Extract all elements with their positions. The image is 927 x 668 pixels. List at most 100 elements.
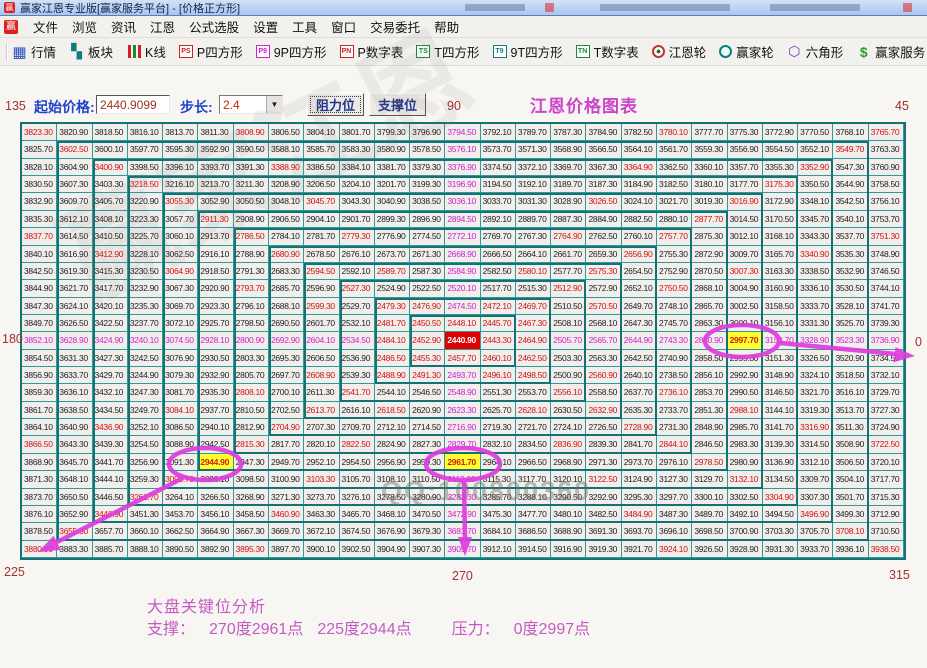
grid-cell: 3019.30	[692, 193, 728, 211]
menu-item-交易委托[interactable]: 交易委托	[370, 21, 421, 35]
grid-cell: 3564.10	[621, 141, 658, 159]
grid-cell: 3103.30	[304, 471, 340, 489]
grid-cell: 3561.70	[657, 141, 693, 159]
grid-cell: 3300.10	[692, 488, 728, 506]
grid-cell: 3547.30	[833, 158, 869, 177]
grid-cell: 3789.70	[515, 124, 552, 142]
grid-cell: 3386.50	[304, 158, 340, 177]
grid-cell: 2678.50	[304, 245, 340, 263]
grid-cell: 3436.90	[92, 419, 128, 437]
grid-cell: 3775.30	[727, 124, 763, 142]
grid-cell: 3477.70	[515, 505, 552, 524]
toolbar-button-赢家轮[interactable]: 赢家轮	[719, 42, 774, 61]
grid-cell: 3328.90	[798, 332, 834, 350]
menu-item-公式选股[interactable]: 公式选股	[189, 21, 240, 35]
grid-cell: 3876.10	[22, 505, 58, 524]
grid-cell: 3607.30	[57, 176, 93, 194]
menu-item-窗口[interactable]: 窗口	[331, 21, 357, 35]
grid-cell: 2832.10	[480, 436, 516, 454]
grid-cell: 3808.90	[233, 124, 269, 142]
grid-cell: 3372.10	[515, 158, 552, 177]
grid-cell: 2479.30	[374, 297, 411, 315]
grid-cell: 3597.70	[127, 141, 164, 159]
grid-cell: 2702.50	[268, 401, 305, 420]
grid-cell: 3720.10	[868, 453, 904, 472]
grid-cell: 3782.50	[621, 124, 658, 142]
grid-cell: 3314.50	[798, 436, 834, 454]
grid-cell: 2558.50	[586, 384, 622, 402]
menu-item-文件[interactable]: 文件	[33, 21, 59, 35]
grid-cell: 3890.50	[163, 540, 199, 558]
grid-cell: 2817.70	[268, 436, 305, 454]
grid-cell: 2570.50	[586, 297, 622, 315]
grid-cell: 2995.30	[727, 349, 763, 368]
main-content: 135 起始价格: 步长: 2.4 ▼ 阻力位 支撑位 90 江恩价格图表 45…	[0, 12, 927, 668]
grid-cell: 3333.70	[798, 297, 834, 315]
grid-cell: 3112.90	[445, 471, 481, 489]
grid-cell: 3489.70	[692, 505, 728, 524]
toolbar-button-赢家服务[interactable]: $ 赢家服务	[856, 42, 925, 61]
grid-cell: 2707.30	[304, 419, 340, 437]
toolbar-button-行情[interactable]: ▦ 行情	[12, 42, 56, 61]
toolbar-button-六角形[interactable]: ⬡ 六角形	[787, 42, 843, 61]
menu-item-江恩[interactable]: 江恩	[150, 21, 176, 35]
menu-item-浏览[interactable]: 浏览	[72, 21, 98, 35]
grid-cell: 3801.70	[339, 124, 375, 142]
step-combobox[interactable]: 2.4 ▼	[219, 95, 283, 114]
grid-cell: 2968.90	[551, 453, 587, 472]
grid-cell: 2719.30	[480, 419, 516, 437]
grid-cell: 3079.30	[163, 367, 199, 385]
toolbar-button-P数字表[interactable]: PN P数字表	[339, 42, 403, 61]
grid-cell: 3588.10	[268, 141, 305, 159]
grid-cell: 2551.30	[480, 384, 516, 402]
toolbar-button-T四方形[interactable]: TS T四方形	[416, 42, 480, 61]
support-button[interactable]: 支撑位	[369, 93, 427, 116]
menu-item-资讯[interactable]: 资讯	[111, 21, 137, 35]
grid-cell: 3556.90	[727, 141, 763, 159]
menu-item-设置[interactable]: 设置	[253, 21, 279, 35]
grid-cell: 3542.50	[833, 193, 869, 211]
grid-cell: 2652.10	[621, 280, 658, 298]
grid-cell: 3134.50	[762, 471, 799, 489]
grid-cell: 3230.50	[127, 262, 164, 281]
app-logo-icon: 赢	[4, 2, 15, 13]
grid-cell: 3640.90	[57, 419, 93, 437]
grid-cell: 2491.30	[410, 367, 446, 385]
grid-cell: 3264.10	[163, 488, 199, 506]
grid-cell: 3338.50	[798, 262, 834, 281]
resistance-button[interactable]: 阻力位	[307, 93, 365, 116]
corner-label-180: 180	[2, 332, 23, 346]
toolbar-button-T数字表[interactable]: TN T数字表	[575, 42, 639, 61]
toolbar-button-板块[interactable]: ▚ 板块	[69, 42, 113, 61]
grid-cell: 3921.70	[621, 540, 658, 558]
toolbar-button-9T四方形[interactable]: T9 9T四方形	[492, 42, 563, 61]
chevron-down-icon[interactable]: ▼	[266, 96, 282, 113]
grid-cell: 3076.90	[163, 349, 199, 368]
toolbar-button-K线[interactable]: K线	[126, 42, 166, 61]
grid-cell: 3004.90	[727, 280, 763, 298]
t-square-icon: TS	[416, 45, 431, 58]
grid-cell: 2688.10	[268, 297, 305, 315]
grid-cell: 3696.10	[657, 523, 693, 541]
toolbar-button-9P四方形[interactable]: P9 9P四方形	[255, 42, 327, 61]
grid-cell: 3036.10	[445, 193, 481, 211]
grid-cell: 2474.50	[445, 297, 481, 315]
menu-logo-icon: 赢	[4, 19, 18, 34]
grid-cell: 3444.10	[92, 471, 128, 489]
grid-cell: 3331.30	[798, 314, 834, 333]
grid-cell: 3364.90	[621, 158, 658, 177]
grid-cell: 3530.50	[833, 280, 869, 298]
grid-cell: 3736.90	[868, 332, 904, 350]
toolbar-button-P四方形[interactable]: PS P四方形	[178, 42, 243, 61]
grid-cell: 2529.70	[339, 297, 375, 315]
sectors-icon: ▚	[71, 43, 82, 59]
toolbar-button-江恩轮[interactable]: 江恩轮	[651, 42, 706, 61]
grid-cell: 3655.30	[57, 523, 93, 541]
grid-cell: 2954.50	[339, 453, 375, 472]
start-price-input[interactable]	[96, 95, 170, 114]
grid-cell: 2988.10	[727, 401, 763, 420]
grid-cell: 2596.90	[304, 280, 340, 298]
menu-item-工具[interactable]: 工具	[292, 21, 318, 35]
menu-item-帮助[interactable]: 帮助	[434, 21, 460, 35]
grid-cell: 3009.70	[727, 245, 763, 263]
